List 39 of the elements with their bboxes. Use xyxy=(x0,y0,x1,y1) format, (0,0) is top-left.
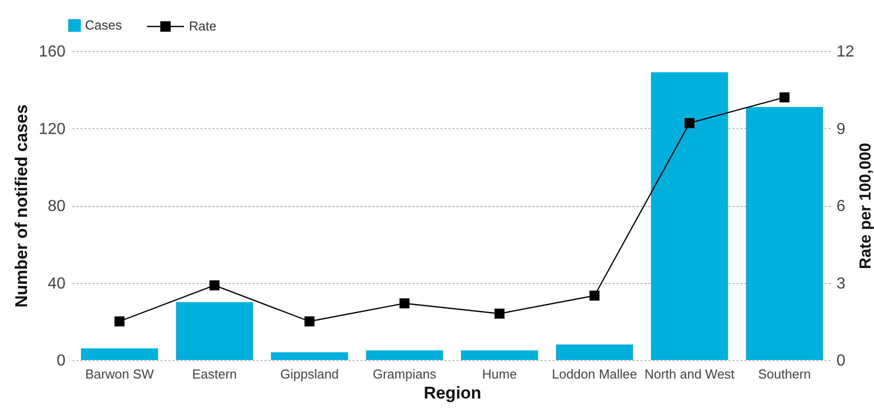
y2-axis-title: Rate per 100,000 xyxy=(857,142,874,270)
y2-tick-label: 9 xyxy=(836,120,846,138)
bar xyxy=(461,350,538,360)
point xyxy=(114,316,124,326)
point xyxy=(684,118,694,128)
y2-tick-label: 3 xyxy=(836,275,846,292)
y2-tick-label: 6 xyxy=(836,198,846,215)
y2-tick-label: 12 xyxy=(836,44,854,60)
x-tick-label: Gippsland xyxy=(280,366,339,382)
bar xyxy=(651,72,728,360)
y-tick-label: 80 xyxy=(48,198,66,215)
y-tick-label: 120 xyxy=(38,120,66,138)
legend-label: Rate xyxy=(189,18,216,34)
point xyxy=(590,290,600,301)
y-axis-title: Number of notified cases xyxy=(12,104,31,308)
x-tick-label: Hume xyxy=(482,366,517,382)
bar xyxy=(556,344,633,360)
point xyxy=(400,298,410,308)
y-tick-label: 40 xyxy=(48,275,66,292)
point xyxy=(210,280,220,290)
bar xyxy=(176,302,253,360)
point xyxy=(494,308,504,319)
legend-label: Cases xyxy=(85,18,122,32)
x-tick-label: North and West xyxy=(644,366,735,382)
y2-tick-label: 0 xyxy=(836,352,846,370)
x-tick-label: Loddon Mallee xyxy=(552,366,638,382)
y-tick-label: 0 xyxy=(56,352,66,370)
point xyxy=(780,92,790,102)
point xyxy=(304,316,314,326)
bar xyxy=(81,348,158,360)
x-axis-title: Region xyxy=(424,384,482,402)
x-tick-label: Grampians xyxy=(372,366,437,382)
y-tick-label: 160 xyxy=(38,44,66,60)
x-tick-label: Barwon SW xyxy=(85,366,155,382)
x-tick-label: Southern xyxy=(758,366,811,382)
bar xyxy=(746,107,823,360)
bar xyxy=(271,352,348,360)
x-tick-label: Eastern xyxy=(192,366,237,382)
bar xyxy=(366,350,443,360)
